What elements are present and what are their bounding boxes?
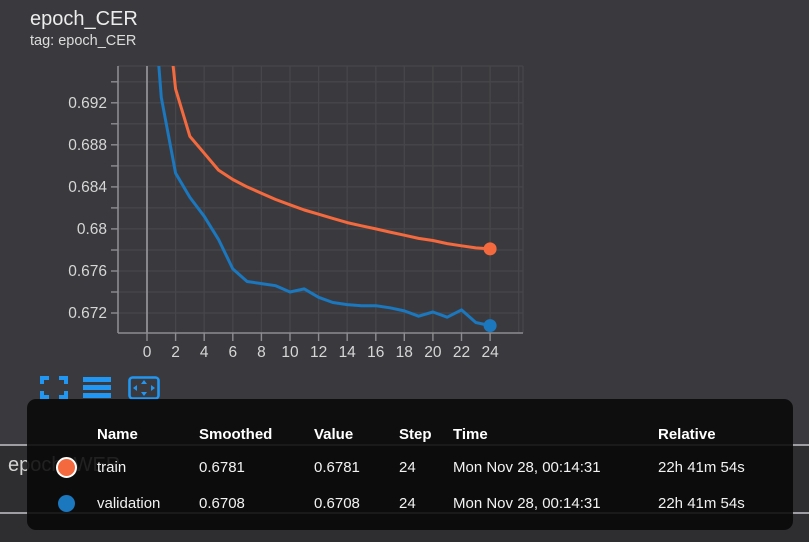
tooltip-col-header: Step — [399, 425, 432, 443]
x-tick-label: 12 — [310, 344, 327, 361]
smoothed-value: 0.6708 — [199, 494, 245, 512]
y-tick-label: 0.676 — [68, 263, 107, 280]
tooltip-col-header: Smoothed — [199, 425, 273, 443]
relative-time: 22h 41m 54s — [658, 458, 745, 476]
validation-line — [157, 66, 492, 328]
pan-fit-icon[interactable] — [128, 376, 160, 405]
value: 0.6781 — [314, 458, 360, 476]
run-name: validation — [97, 494, 161, 512]
tooltip-col-header: Time — [453, 425, 488, 443]
tooltip-col-header: Relative — [658, 425, 716, 443]
train-end-marker — [483, 242, 497, 256]
chart-tooltip: Name Smoothed Value Step Time Relative train 0… — [27, 399, 793, 530]
tooltip-col-header: Name — [97, 425, 138, 443]
page-title: epoch_CER — [30, 8, 138, 30]
time: Mon Nov 28, 00:14:31 — [453, 458, 601, 476]
x-tick-label: 14 — [339, 344, 357, 361]
y-tick-label: 0.692 — [68, 95, 107, 112]
x-tick-label: 18 — [396, 344, 413, 361]
x-tick-label: 0 — [143, 344, 152, 361]
validation-swatch-icon — [58, 494, 75, 512]
tooltip-row-validation: validation 0.6708 0.6708 24 Mon Nov 28, 00:1… — [27, 485, 793, 521]
x-tick-label: 2 — [171, 344, 180, 361]
run-color-swatch — [27, 494, 97, 512]
x-tick-label: 10 — [281, 344, 299, 361]
x-tick-label: 22 — [453, 344, 470, 361]
relative-time: 22h 41m 54s — [658, 494, 745, 512]
validation-end-marker — [483, 319, 497, 333]
time: Mon Nov 28, 00:14:31 — [453, 494, 601, 512]
x-tick-label: 8 — [257, 344, 266, 361]
train-line — [171, 66, 492, 251]
tooltip-col-header: Value — [314, 425, 354, 443]
y-tick-label: 0.68 — [77, 221, 107, 238]
y-tick-label: 0.684 — [68, 179, 107, 196]
run-name: train — [97, 458, 127, 476]
x-tick-label: 20 — [424, 344, 442, 361]
train-swatch-icon — [55, 456, 77, 478]
step: 24 — [399, 458, 416, 476]
smoothed-value: 0.6781 — [199, 458, 245, 476]
horizontal-bars-icon[interactable] — [82, 376, 112, 404]
chart-tag-subtitle: tag: epoch_CER — [30, 33, 137, 49]
y-tick-label: 0.672 — [68, 305, 107, 322]
step: 24 — [399, 494, 416, 512]
tooltip-header-row: Name Smoothed Value Step Time Relative — [27, 419, 793, 449]
chart-toolbar — [0, 376, 540, 400]
tooltip-row-train: train 0.6781 0.6781 24 Mon Nov 28, 00:14:31 2… — [27, 449, 793, 485]
x-tick-label: 16 — [367, 344, 384, 361]
expand-icon[interactable] — [40, 376, 68, 404]
x-tick-label: 4 — [200, 344, 209, 361]
run-color-swatch — [27, 456, 97, 478]
value: 0.6708 — [314, 494, 360, 512]
x-tick-label: 6 — [228, 344, 237, 361]
x-tick-label: 24 — [481, 344, 499, 361]
y-tick-label: 0.688 — [68, 137, 107, 154]
